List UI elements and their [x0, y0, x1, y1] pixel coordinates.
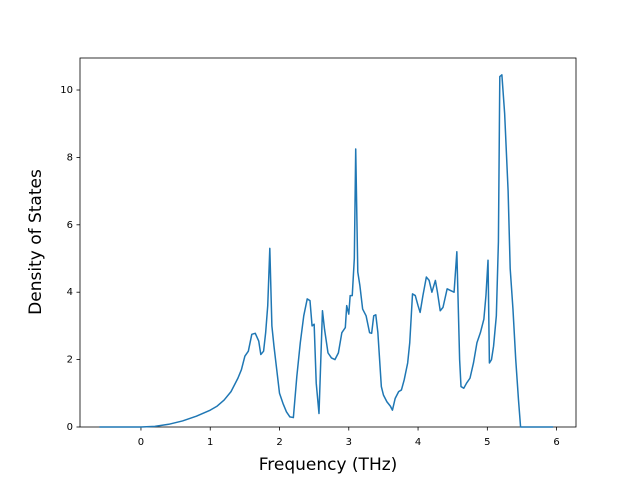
x-tick-label: 0: [138, 437, 144, 448]
x-tick-label: 5: [484, 437, 490, 448]
x-tick-label: 6: [553, 437, 559, 448]
y-tick-label: 2: [67, 355, 73, 366]
y-tick-label: 8: [67, 152, 73, 163]
y-tick-label: 6: [67, 220, 73, 231]
x-tick-label: 1: [207, 437, 213, 448]
x-tick-label: 4: [415, 437, 421, 448]
y-tick-label: 4: [67, 287, 73, 298]
plot-frame: [79, 57, 577, 428]
x-tick-label: 2: [276, 437, 282, 448]
x-axis-label: Frequency (THz): [259, 455, 398, 475]
y-axis-label: Density of States: [26, 169, 46, 315]
line: [99, 74, 554, 428]
y-tick-label: 10: [60, 85, 73, 96]
y-tick-label: 0: [67, 422, 73, 433]
x-tick-label: 3: [346, 437, 352, 448]
